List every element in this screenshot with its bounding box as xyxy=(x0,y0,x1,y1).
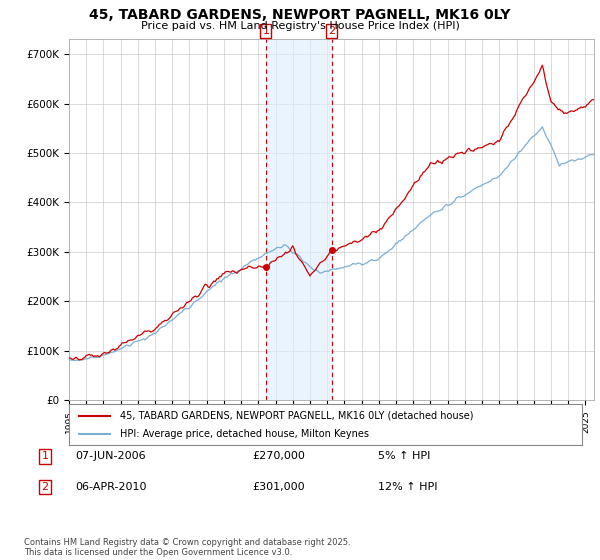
Bar xyxy=(266,39,332,400)
Text: 06-APR-2010: 06-APR-2010 xyxy=(75,482,146,492)
Text: 12% ↑ HPI: 12% ↑ HPI xyxy=(378,482,437,492)
Text: £270,000: £270,000 xyxy=(252,451,305,461)
Text: £301,000: £301,000 xyxy=(252,482,305,492)
Text: 07-JUN-2006: 07-JUN-2006 xyxy=(75,451,146,461)
Text: 2: 2 xyxy=(328,26,335,36)
Text: Price paid vs. HM Land Registry's House Price Index (HPI): Price paid vs. HM Land Registry's House … xyxy=(140,21,460,31)
Text: 1: 1 xyxy=(262,26,269,36)
Text: 2: 2 xyxy=(41,482,49,492)
Text: 1: 1 xyxy=(41,451,49,461)
Text: 45, TABARD GARDENS, NEWPORT PAGNELL, MK16 0LY (detached house): 45, TABARD GARDENS, NEWPORT PAGNELL, MK1… xyxy=(121,411,474,421)
Text: 5% ↑ HPI: 5% ↑ HPI xyxy=(378,451,430,461)
Text: Contains HM Land Registry data © Crown copyright and database right 2025.
This d: Contains HM Land Registry data © Crown c… xyxy=(24,538,350,557)
Text: 45, TABARD GARDENS, NEWPORT PAGNELL, MK16 0LY: 45, TABARD GARDENS, NEWPORT PAGNELL, MK1… xyxy=(89,8,511,22)
Text: HPI: Average price, detached house, Milton Keynes: HPI: Average price, detached house, Milt… xyxy=(121,429,370,438)
